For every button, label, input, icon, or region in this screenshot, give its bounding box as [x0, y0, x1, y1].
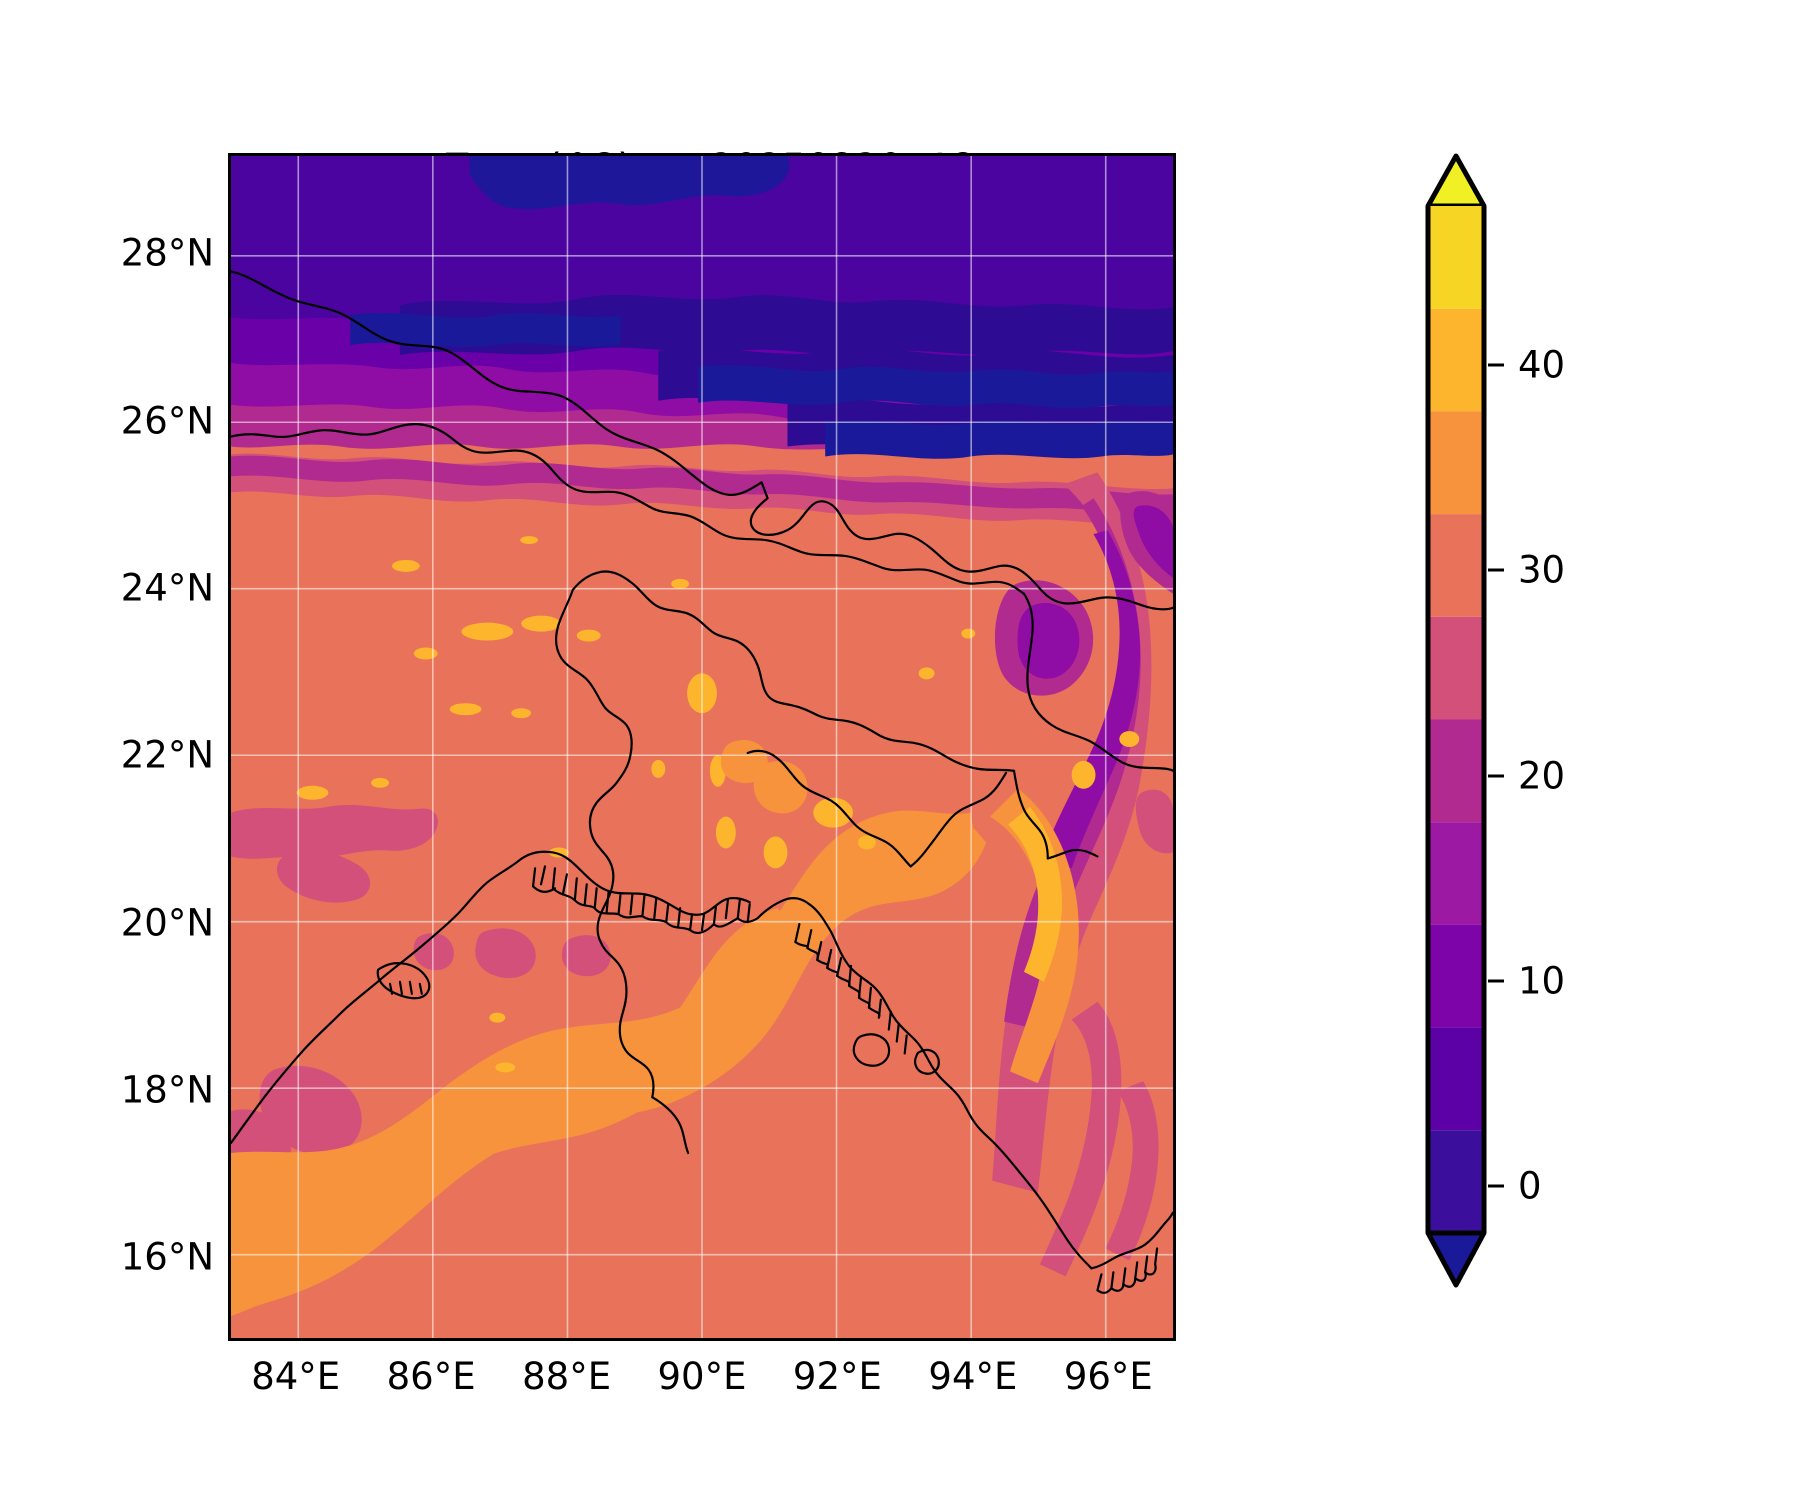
ytick-label-20n: 20°N [120, 901, 214, 945]
ytick-label-26n: 26°N [120, 399, 214, 443]
xtick-label-92e: 92°E [792, 1355, 882, 1398]
ytick-label-16n: 16°N [120, 1235, 214, 1279]
ytick-label-18n: 18°N [120, 1068, 214, 1112]
colorbar-label-20: 20 [1518, 754, 1566, 797]
colorbar-label-0: 0 [1518, 1164, 1542, 1208]
coastline-and-border-layer [231, 270, 1173, 1294]
ytick-label-22n: 22°N [120, 733, 214, 777]
colorbar-tick-10 [1488, 979, 1504, 983]
colorbar-tick-0 [1488, 1184, 1504, 1188]
colorbar-label-30: 30 [1518, 548, 1566, 592]
xtick-label-90e: 90°E [657, 1355, 747, 1398]
ytick-label-24n: 24°N [120, 566, 214, 610]
xtick-label-96e: 96°E [1063, 1355, 1153, 1398]
map-gridlines [231, 156, 1173, 1338]
temperature-contour-map [231, 156, 1173, 1338]
colorbar-label-10: 10 [1518, 959, 1566, 1003]
map-plot-area [228, 153, 1176, 1341]
ytick-label-28n: 28°N [120, 231, 214, 275]
colorbar-tick-20 [1488, 774, 1504, 777]
xtick-label-88e: 88°E [522, 1355, 612, 1398]
colorbar-tick-30 [1488, 568, 1504, 572]
colorbar-label-40: 40 [1518, 343, 1566, 387]
xtick-label-86e: 86°E [386, 1355, 476, 1398]
xtick-label-84e: 84°E [251, 1355, 341, 1398]
colorbar-swatches [1425, 153, 1487, 1288]
colorbar-tick-40 [1488, 363, 1504, 367]
xtick-label-94e: 94°E [928, 1355, 1018, 1398]
colorbar [1424, 150, 1488, 1340]
